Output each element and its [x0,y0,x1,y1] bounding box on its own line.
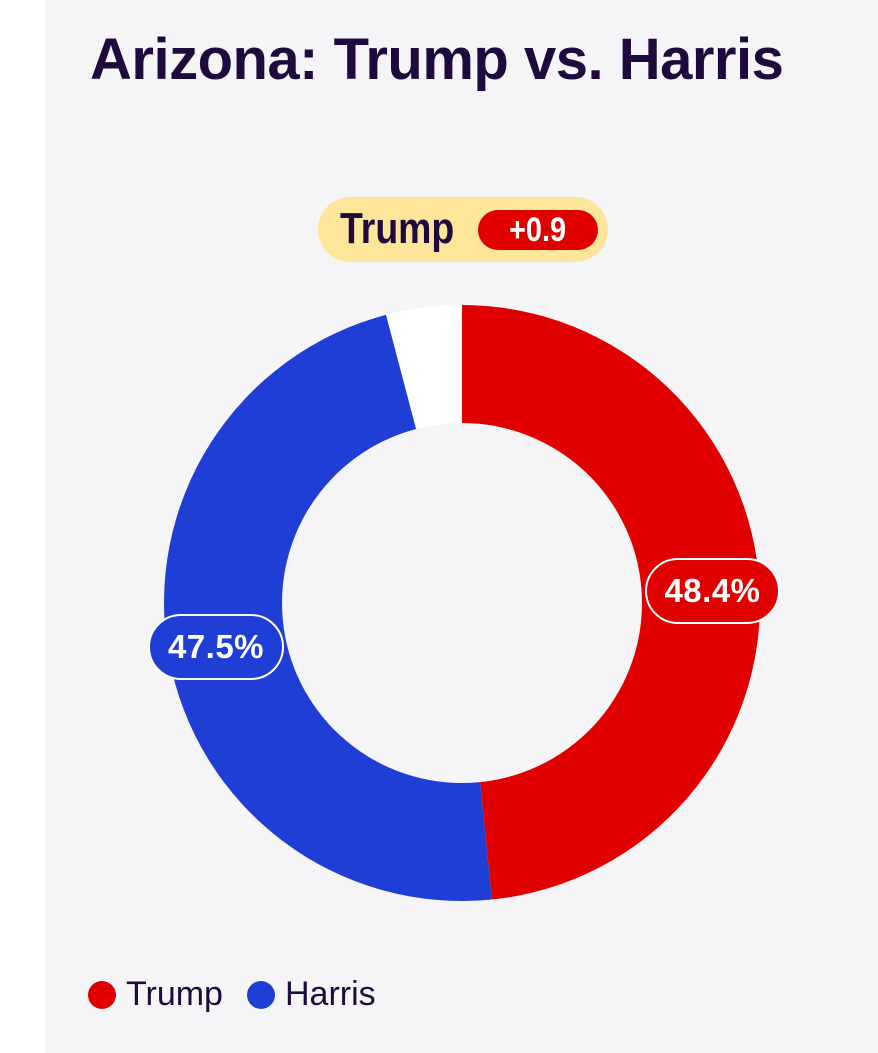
slice-other [386,305,462,429]
slice-label-trump: 48.4% [645,558,780,624]
slice-harris [163,314,492,902]
legend-dot-harris [246,980,275,1009]
legend-item-harris: Harris [246,975,376,1014]
legend-item-trump: Trump [88,975,223,1014]
slice-trump [462,305,760,900]
leader-margin-text: +0.9 [509,211,567,249]
leader-margin: +0.9 [478,210,598,250]
leader-badge: Trump +0.9 [318,197,608,262]
legend-dot-trump [88,980,116,1009]
legend-label-harris: Harris [284,975,376,1013]
leader-name: Trump [340,204,455,253]
legend: Trump Harris [88,975,400,1014]
legend-label-trump: Trump [126,975,223,1013]
slice-label-harris: 47.5% [148,614,284,680]
chart-title: Arizona: Trump vs. Harris [90,27,784,92]
